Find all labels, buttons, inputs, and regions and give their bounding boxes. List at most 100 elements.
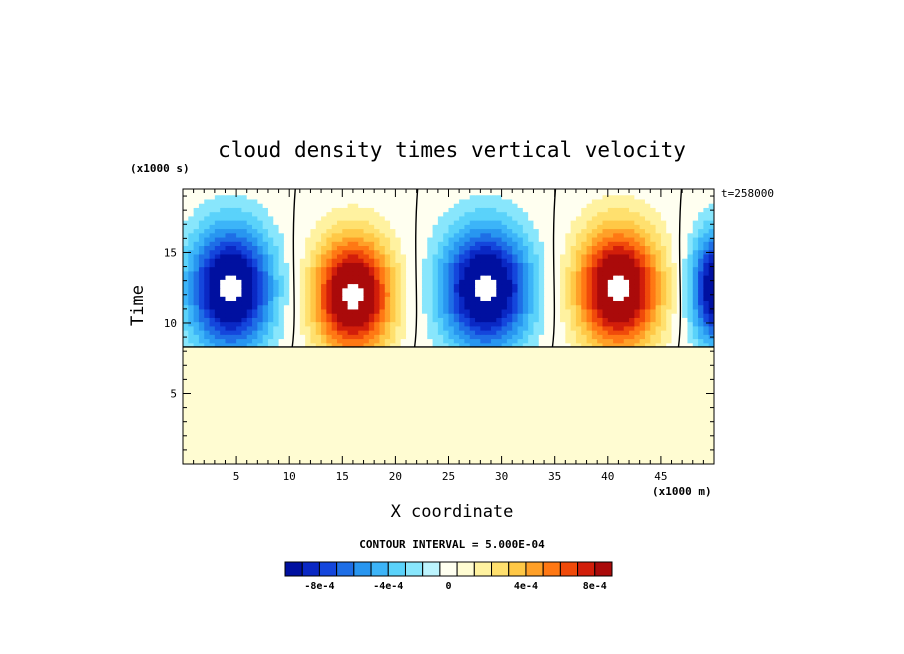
field-cell (331, 308, 338, 314)
field-cell (490, 313, 497, 318)
field-cell (459, 334, 466, 340)
x-tick-label: 10 (283, 470, 296, 483)
field-cell (188, 304, 195, 310)
field-cell (623, 270, 630, 276)
field-cell (427, 287, 434, 293)
field-cell (602, 228, 609, 234)
field-cell (342, 308, 349, 314)
field-cell (278, 258, 285, 263)
field-cell (427, 275, 434, 280)
field-cell (448, 215, 455, 221)
field-cell (618, 300, 625, 306)
field-cell (581, 338, 588, 344)
field-cell (490, 279, 497, 285)
field-cell (225, 189, 232, 192)
field-cell (528, 228, 535, 234)
field-cell (671, 236, 678, 242)
field-cell (395, 198, 402, 204)
field-cell (278, 313, 285, 318)
field-cell (267, 245, 274, 251)
field-cell (475, 334, 481, 340)
field-cell (283, 317, 290, 323)
field-cell (475, 270, 481, 276)
field-cell (198, 241, 205, 247)
field-cell (517, 236, 524, 242)
field-cell (331, 224, 338, 230)
field-cell (591, 296, 598, 302)
field-cell (236, 258, 243, 263)
field-cell (395, 287, 402, 293)
field-cell (198, 198, 205, 204)
field-cell (374, 258, 381, 263)
field-cell (671, 203, 678, 208)
field-cell (262, 283, 269, 289)
field-cell (644, 262, 651, 268)
field-cell (188, 241, 195, 247)
field-cell (214, 203, 221, 208)
field-cell (708, 287, 714, 293)
field-cell (384, 258, 391, 263)
field-cell (506, 228, 513, 234)
field-cell (607, 215, 614, 221)
field-cell (437, 321, 444, 327)
field-cell (273, 203, 280, 208)
field-cell (692, 308, 699, 314)
field-cell (198, 190, 205, 196)
field-cell (262, 249, 269, 255)
field-cell (368, 321, 375, 327)
field-cell (310, 241, 317, 247)
field-cell (315, 249, 322, 255)
field-cell (411, 190, 418, 196)
field-cell (310, 321, 317, 327)
field-cell (575, 296, 582, 302)
field-cell (368, 287, 375, 293)
field-cell (299, 194, 306, 200)
field-cell (193, 262, 200, 268)
field-cell (538, 270, 545, 276)
field-cell (607, 279, 614, 285)
field-cell (459, 203, 466, 208)
field-cell (549, 275, 556, 280)
field-cell (634, 249, 641, 255)
field-cell (283, 325, 290, 331)
field-cell (682, 262, 689, 268)
field-cell (682, 275, 689, 280)
field-cell (305, 241, 312, 247)
field-cell (395, 194, 402, 200)
field-cell (533, 203, 540, 208)
field-cell (262, 224, 269, 230)
field-cell (443, 321, 450, 327)
field-cell (597, 211, 604, 217)
field-cell (613, 308, 620, 314)
field-cell (321, 189, 327, 192)
field-cell (575, 190, 582, 196)
field-cell (501, 194, 508, 200)
field-cell (618, 207, 625, 213)
field-cell (650, 304, 657, 310)
field-cell (241, 308, 248, 314)
field-cell (629, 190, 635, 196)
field-cell (607, 334, 614, 340)
field-cell (305, 283, 312, 289)
field-cell (427, 189, 434, 192)
field-cell (549, 203, 556, 208)
field-cell (597, 291, 604, 297)
field-cell (469, 249, 476, 255)
field-cell (198, 342, 205, 348)
field-cell (416, 296, 423, 302)
field-cell (490, 262, 497, 268)
field-cell (607, 194, 614, 200)
field-cell (262, 190, 269, 196)
field-cell (655, 190, 662, 196)
field-cell (198, 266, 205, 272)
field-cell (554, 266, 561, 272)
field-cell (459, 215, 466, 221)
field-cell (501, 189, 508, 192)
field-cell (575, 266, 582, 272)
field-cell (644, 253, 651, 259)
field-cell (517, 313, 524, 318)
field-cell (421, 334, 428, 340)
field-cell (602, 236, 609, 242)
field-cell (644, 338, 651, 344)
field-cell (703, 241, 710, 247)
